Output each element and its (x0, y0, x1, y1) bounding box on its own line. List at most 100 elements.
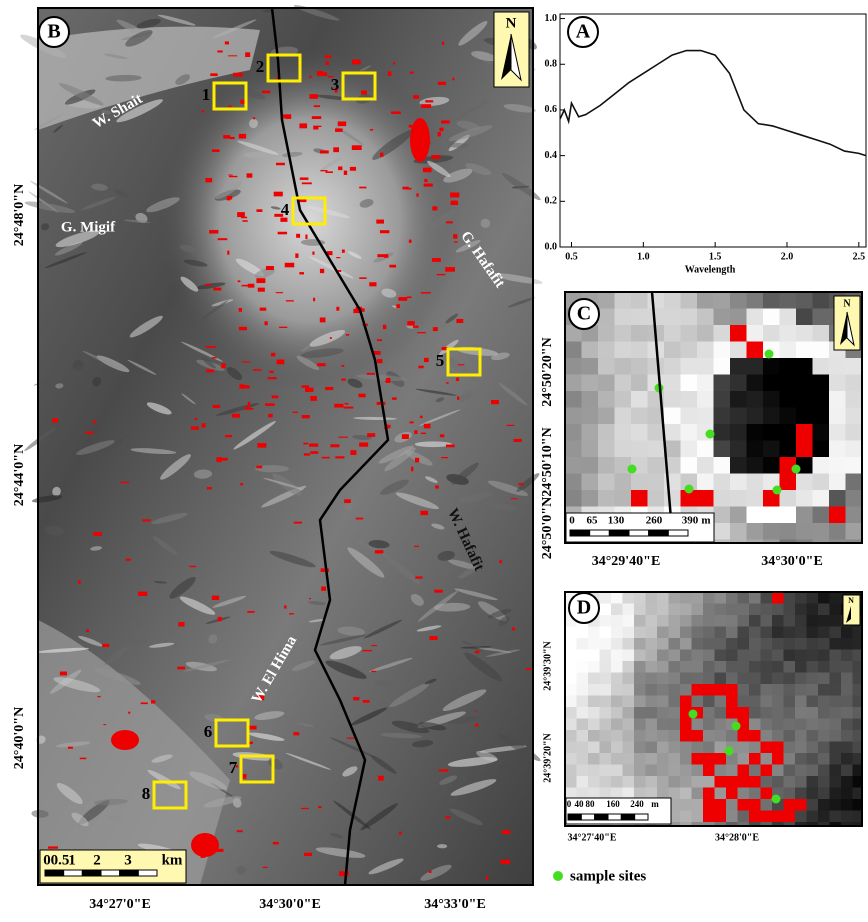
red-patch (341, 365, 344, 367)
red-patch (218, 238, 228, 240)
pixel (631, 408, 648, 425)
pixel (634, 661, 646, 673)
pixel (598, 441, 615, 458)
pixel (784, 707, 796, 719)
pixel (631, 474, 648, 491)
red-patch (359, 187, 366, 189)
pixel (715, 615, 727, 627)
pixel (829, 441, 846, 458)
red-pixel (697, 490, 714, 507)
pixel (846, 391, 863, 408)
pixel (780, 292, 797, 309)
red-patch (310, 396, 317, 401)
red-patch (256, 278, 265, 283)
pixel (692, 638, 704, 650)
scale-label: 3 (124, 852, 132, 868)
pixel (830, 799, 842, 811)
pixel (738, 742, 750, 754)
red-patch (241, 217, 247, 219)
red-patch (269, 371, 273, 373)
red-patch (452, 78, 454, 81)
red-pixel (784, 811, 796, 823)
red-patch (335, 456, 344, 458)
pixel (634, 684, 646, 696)
pixel (615, 441, 632, 458)
pixel (813, 474, 830, 491)
scale-segment (120, 870, 139, 876)
red-patch (424, 184, 433, 187)
red-patch (278, 232, 287, 235)
pixel (703, 627, 715, 639)
pixel (631, 309, 648, 326)
red-patch (253, 117, 255, 119)
pixel (646, 788, 658, 800)
pixel (623, 753, 635, 765)
red-patch (500, 860, 510, 864)
pixel (703, 707, 715, 719)
pixel (795, 753, 807, 765)
pixel (714, 292, 731, 309)
pixel (623, 592, 635, 604)
pixel (648, 490, 665, 507)
latitude-label: 24°48'0"N (12, 184, 27, 246)
pixel (841, 696, 853, 708)
red-patch (399, 832, 402, 835)
pixel (577, 673, 589, 685)
pixel (657, 707, 669, 719)
pixel (582, 457, 599, 474)
spectrum-line (560, 51, 866, 156)
panel-label: B (47, 21, 60, 43)
pixel (726, 615, 738, 627)
pixel (813, 408, 830, 425)
red-patch (407, 296, 412, 298)
pixel (588, 753, 600, 765)
pixel (813, 424, 830, 441)
pixel (588, 776, 600, 788)
pixel (818, 788, 830, 800)
pixel (813, 490, 830, 507)
pixel (657, 650, 669, 662)
pixel (680, 776, 692, 788)
pixel (747, 358, 764, 375)
scale-label: 65 (587, 515, 599, 527)
red-patch (121, 482, 130, 483)
red-patch (209, 230, 218, 234)
red-pixel (726, 696, 738, 708)
pixel (692, 811, 704, 823)
red-patch (363, 700, 370, 703)
pixel (761, 615, 773, 627)
red-patch (392, 397, 397, 399)
pixel (703, 742, 715, 754)
pixel (795, 788, 807, 800)
pixel (807, 604, 819, 616)
red-patch (138, 592, 147, 596)
pixel (664, 391, 681, 408)
sample-site (685, 485, 694, 494)
red-patch (442, 42, 444, 45)
pixel (749, 719, 761, 731)
red-pixel (747, 342, 764, 359)
red-patch (389, 265, 396, 268)
red-patch (377, 254, 384, 257)
pixel (657, 627, 669, 639)
pixel (697, 375, 714, 392)
pixel (634, 615, 646, 627)
pixel (807, 615, 819, 627)
latitude-label: 24°50'0"N (540, 497, 555, 559)
red-patch (411, 467, 413, 472)
red-pixel (715, 799, 727, 811)
pixel (680, 753, 692, 765)
red-pixel (738, 765, 750, 777)
pixel (780, 325, 797, 342)
red-patch (191, 833, 219, 857)
pixel (664, 408, 681, 425)
pixel (600, 592, 612, 604)
red-pixel (703, 684, 715, 696)
pixel (623, 719, 635, 731)
red-patch (213, 405, 221, 408)
red-patch (410, 72, 414, 74)
pixel (784, 673, 796, 685)
pixel (726, 730, 738, 742)
pixel (795, 765, 807, 777)
pixel (646, 650, 658, 662)
